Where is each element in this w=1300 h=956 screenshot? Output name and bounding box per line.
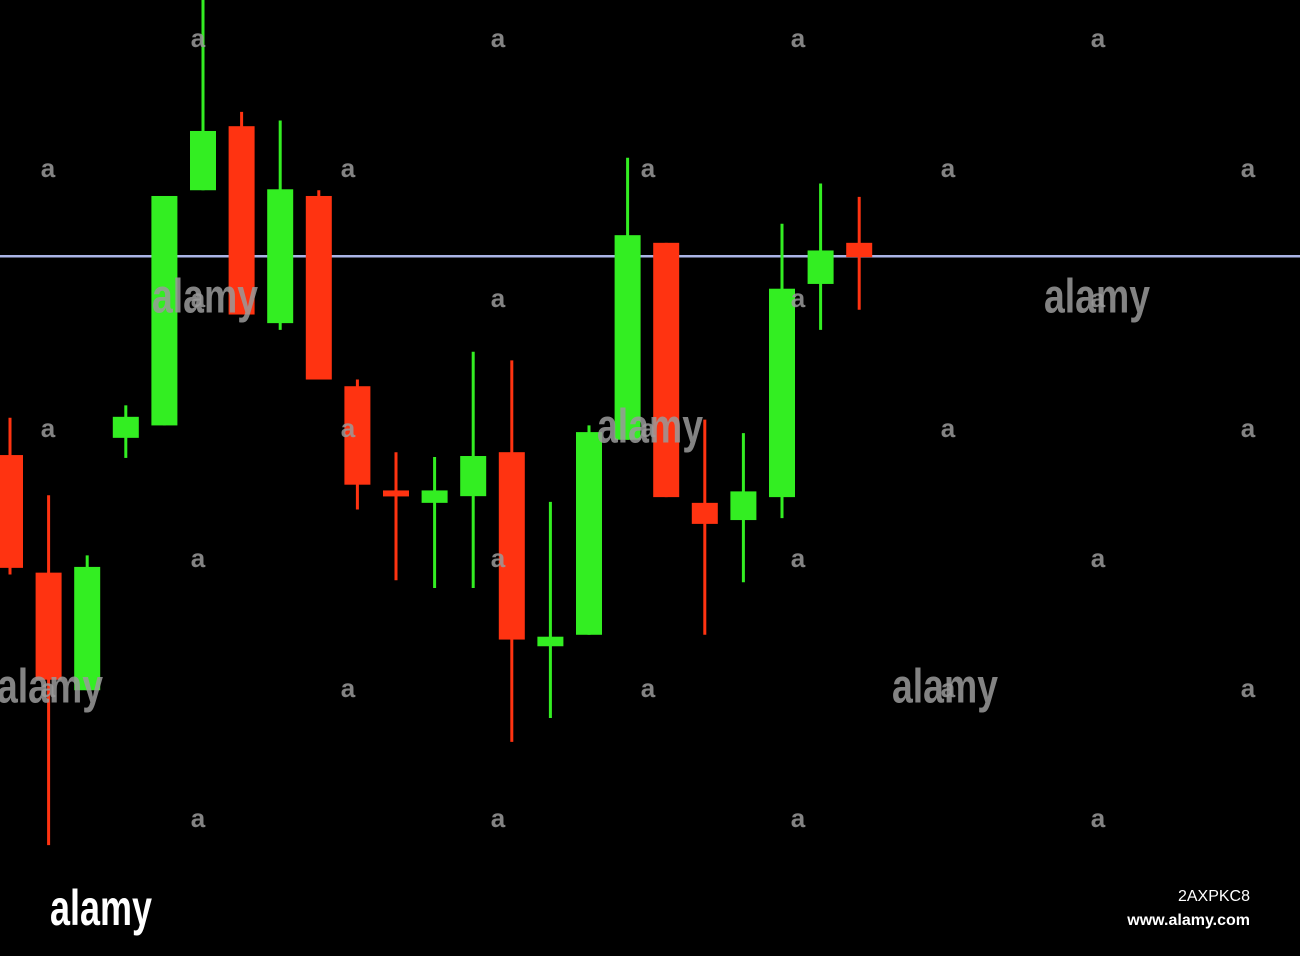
watermark-logo: alamy [0,661,103,714]
watermark-tile: a [791,803,806,833]
watermark-tile: a [791,543,806,573]
watermark-tile: a [491,283,506,313]
candle-body [653,242,680,498]
candle-body [112,416,139,438]
watermark-tile: a [1241,673,1256,703]
candle-body [691,502,718,524]
watermark-tile: a [341,413,356,443]
candle-body [228,126,255,315]
watermark-tile: a [641,413,656,443]
candle-body [35,572,62,680]
watermark-tile: a [491,803,506,833]
watermark-tile: a [191,23,206,53]
watermark-tile: a [791,23,806,53]
candle-body [267,189,294,324]
watermark-tile: a [1241,153,1256,183]
watermark-tile: a [1091,543,1106,573]
candle-body [614,235,641,440]
candle-body [0,455,23,568]
watermark-tile: a [1091,23,1106,53]
watermark-tile: a [341,153,356,183]
image-id: 2AXPKC8 [1178,888,1250,905]
watermark-tile: a [491,543,506,573]
watermark-tile: a [641,153,656,183]
watermark-tile: a [941,153,956,183]
watermark-tile: a [1241,413,1256,443]
watermark-tile: a [641,673,656,703]
plot [0,0,1300,846]
candle-body [460,456,487,497]
watermark-tile: a [1091,803,1106,833]
candle-body [498,452,525,640]
candle-body [190,130,216,191]
logo: alamy [50,880,152,936]
watermark-tile: a [941,673,956,703]
candle-body [537,636,564,647]
candle-body [74,566,101,691]
candle-body [730,491,757,521]
candle-body [846,242,873,258]
watermark-tile: a [191,283,206,313]
watermark-tile: a [341,673,356,703]
watermark-tile: a [191,803,206,833]
watermark-tile: a [191,543,206,573]
watermark-logo: alamy [1044,271,1150,324]
candle-body [576,432,602,635]
watermark-tile: a [41,413,56,443]
candle-body [421,490,448,503]
candle-body [769,288,795,498]
candle-body [305,195,332,380]
url: www.alamy.com [1126,912,1250,929]
watermark-logo: alamy [597,401,703,454]
watermark-tile: a [41,153,56,183]
watermark-logo: alamy [892,661,998,714]
watermark-logo: alamy [152,271,258,324]
watermark-tile: a [1091,283,1106,313]
watermark-tile: a [941,413,956,443]
watermark-tile: a [41,673,56,703]
watermark-tile: a [491,23,506,53]
watermark-tile: a [791,283,806,313]
candle-body [151,195,178,426]
candle-body [383,490,409,497]
candle-body [807,250,834,284]
candle-body [344,386,371,485]
